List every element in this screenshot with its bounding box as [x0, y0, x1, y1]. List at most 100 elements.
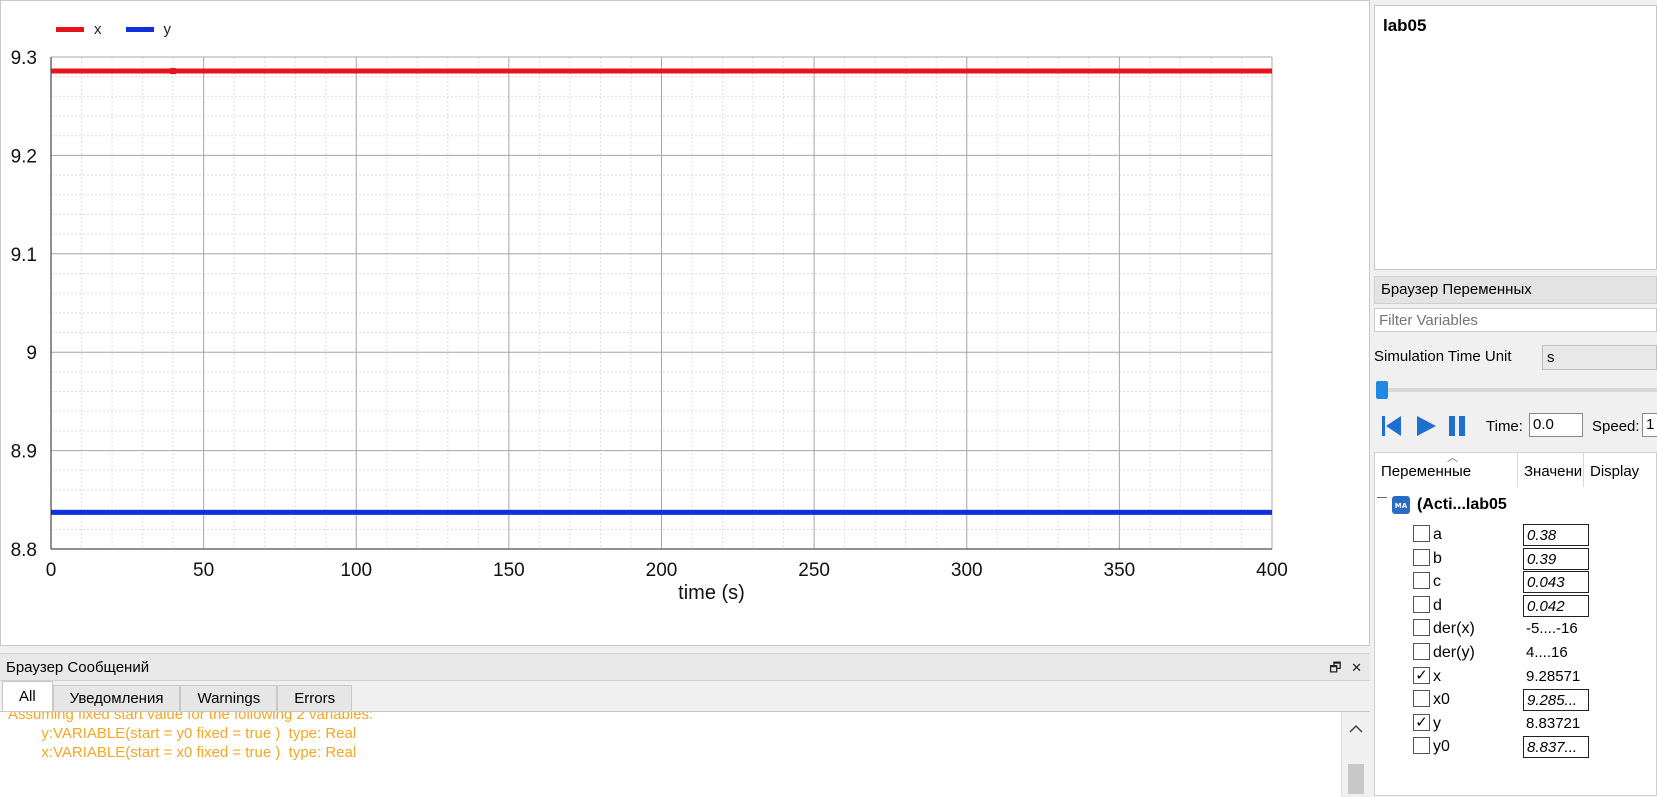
variable-checkbox[interactable]: ✓	[1413, 666, 1430, 684]
y-tick-label: 8.8	[11, 540, 37, 561]
data-point-marker	[170, 68, 177, 75]
tab-all[interactable]: All	[2, 681, 53, 711]
variable-row-derx[interactable]: der(x) -5....-16	[1375, 617, 1656, 641]
plot-area[interactable]: 0 50 100 150 200 250 300 350 400 9.3 9.2 9.1 9 8.9 8.8…	[1, 1, 1371, 647]
variable-value: 8.83721	[1526, 714, 1581, 732]
variable-value: -5....-16	[1526, 620, 1578, 638]
model-box: lab05	[1374, 5, 1657, 270]
variable-checkbox[interactable]	[1413, 619, 1430, 637]
variable-checkbox[interactable]	[1413, 737, 1430, 755]
play-icon[interactable]	[1414, 414, 1438, 438]
x-tick-label: 400	[1256, 560, 1288, 581]
plot-legend: x y	[56, 21, 171, 38]
legend-label-y: y	[163, 21, 172, 38]
variable-value-input[interactable]: 8.837...	[1523, 736, 1589, 759]
variables-tree: ︿ Переменные Значени Display MA (Acti...…	[1374, 452, 1657, 796]
variable-row-y0[interactable]: y0 8.837...	[1375, 735, 1656, 759]
column-header-display[interactable]: Display	[1584, 453, 1656, 487]
y-tick-label: 9	[26, 343, 37, 364]
variable-row-a[interactable]: a 0.38	[1375, 523, 1656, 547]
legend-item-x[interactable]: x	[56, 21, 102, 38]
right-panel: lab05 Браузер Переменных Simulation Time…	[1374, 0, 1657, 796]
time-slider-track[interactable]	[1376, 388, 1657, 392]
column-header-variables-label: Переменные	[1381, 463, 1472, 480]
variable-row-y[interactable]: ✓ y 8.83721	[1375, 712, 1656, 736]
pause-icon[interactable]	[1446, 414, 1470, 438]
variable-checkbox[interactable]	[1413, 572, 1430, 590]
variable-row-dery[interactable]: der(y) 4....16	[1375, 641, 1656, 665]
variable-name: a	[1433, 526, 1442, 543]
message-line: Assuming fixed start value for the follo…	[8, 711, 374, 723]
variable-checkbox[interactable]: ✓	[1413, 713, 1430, 731]
tree-root-label: (Acti...lab05	[1417, 496, 1507, 513]
variable-checkbox[interactable]	[1413, 595, 1430, 613]
model-icon: MA	[1392, 496, 1410, 514]
variable-row-x[interactable]: ✓ x 9.28571	[1375, 665, 1656, 689]
variable-name: y0	[1433, 738, 1450, 756]
messages-scrollbar[interactable]	[1341, 712, 1370, 797]
y-tick-label: 8.9	[11, 442, 37, 463]
variable-row-d[interactable]: d 0.042	[1375, 594, 1656, 618]
sim-time-unit-select[interactable]: s	[1542, 345, 1657, 370]
messages-title: Браузер Сообщений	[6, 659, 150, 676]
variable-checkbox[interactable]	[1413, 690, 1430, 708]
tab-warnings[interactable]: Warnings	[180, 685, 278, 711]
x-tick-label: 300	[951, 560, 983, 581]
time-label: Time:	[1486, 418, 1523, 435]
x-axis-label: time (s)	[678, 582, 745, 604]
variable-value-input[interactable]: 0.38	[1523, 524, 1589, 546]
variable-checkbox[interactable]	[1413, 643, 1430, 660]
variables-browser-header: Браузер Переменных	[1374, 276, 1657, 304]
variable-value-input[interactable]: 0.043	[1523, 571, 1589, 594]
variable-name: c	[1433, 573, 1441, 591]
variable-value-input[interactable]: 0.39	[1523, 547, 1589, 570]
rewind-icon[interactable]	[1380, 414, 1404, 438]
x-tick-label: 250	[798, 560, 830, 581]
variable-row-b[interactable]: b 0.39	[1375, 547, 1656, 571]
undock-icon[interactable]: 🗗	[1329, 660, 1342, 675]
messages-body: Assuming fixed start value for the follo…	[0, 711, 1370, 797]
x-tick-label: 200	[646, 560, 678, 581]
sim-time-unit-label: Simulation Time Unit	[1374, 348, 1512, 365]
y-tick-label: 9.2	[11, 146, 37, 167]
variable-checkbox[interactable]	[1413, 525, 1430, 542]
plot-panel: 0 50 100 150 200 250 300 350 400 9.3 9.2 9.1 9 8.9 8.8…	[0, 0, 1370, 646]
time-slider-handle[interactable]	[1376, 381, 1388, 399]
variable-name: der(x)	[1433, 620, 1475, 638]
variable-name: b	[1433, 549, 1442, 567]
messages-tabs: All Уведомления Warnings Errors	[0, 681, 1370, 711]
model-title: lab05	[1383, 16, 1427, 35]
legend-label-x: x	[94, 21, 102, 38]
speed-label: Speed:	[1592, 418, 1640, 435]
tab-errors[interactable]: Errors	[277, 685, 353, 711]
message-line: x:VARIABLE(start = x0 fixed = true ) typ…	[8, 744, 357, 761]
close-icon[interactable]: ✕	[1351, 660, 1362, 675]
variable-row-c[interactable]: c 0.043	[1375, 570, 1656, 594]
collapse-icon[interactable]	[1377, 497, 1387, 498]
messages-header: Браузер Сообщений 🗗 ✕	[0, 653, 1370, 681]
variable-name: d	[1433, 596, 1442, 614]
legend-item-y[interactable]: y	[125, 21, 172, 38]
y-tick-label: 9.3	[11, 48, 37, 69]
messages-panel: Браузер Сообщений 🗗 ✕ All Уведомления Wa…	[0, 653, 1370, 797]
column-header-variables[interactable]: ︿ Переменные	[1375, 453, 1518, 487]
variable-row-x0[interactable]: x0 9.285...	[1375, 688, 1656, 712]
variable-name: x	[1433, 667, 1441, 685]
variable-value-input[interactable]: 9.285...	[1523, 689, 1589, 712]
y-tick-label: 9.1	[11, 245, 37, 266]
filter-variables-input[interactable]	[1374, 308, 1657, 332]
variable-value-input[interactable]: 0.042	[1523, 594, 1589, 617]
legend-swatch-y	[125, 27, 154, 32]
svg-text:MA: MA	[1395, 502, 1408, 510]
column-header-value[interactable]: Значени	[1518, 453, 1584, 487]
variable-checkbox[interactable]	[1413, 548, 1430, 566]
variable-name: x0	[1433, 691, 1450, 709]
tree-root-row[interactable]: MA (Acti...lab05	[1375, 493, 1656, 519]
tab-notifications[interactable]: Уведомления	[52, 685, 181, 711]
x-tick-label: 50	[193, 560, 214, 581]
x-tick-label: 350	[1104, 560, 1136, 581]
speed-input[interactable]: 1	[1642, 413, 1657, 437]
variable-name: der(y)	[1433, 644, 1475, 661]
playback-controls: Time: 0.0 Speed: 1	[1374, 410, 1657, 442]
time-input[interactable]: 0.0	[1529, 413, 1583, 437]
